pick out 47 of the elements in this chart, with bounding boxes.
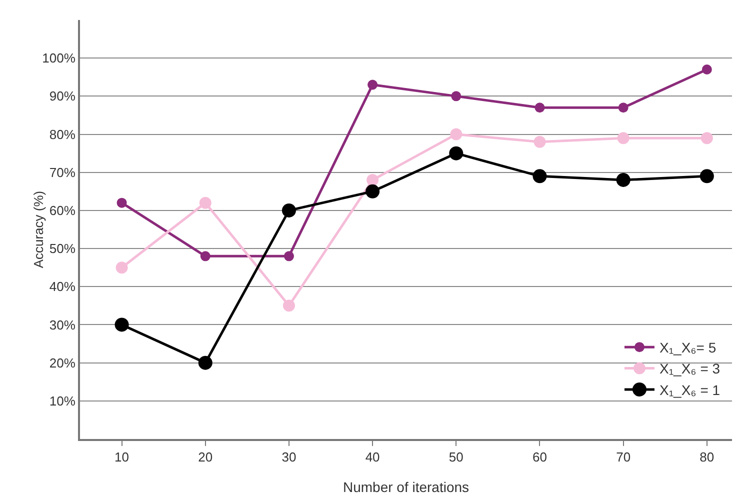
point: [532, 169, 547, 184]
y-tick-label: 40%: [49, 279, 76, 294]
legend-label: X₁_X₆= 5: [659, 340, 716, 356]
x-tick-label: 30: [282, 450, 296, 465]
point: [116, 262, 128, 274]
point: [616, 172, 630, 187]
x-tick-label: 80: [700, 450, 714, 465]
y-tick-label: 20%: [49, 355, 76, 370]
y-tick-label: 90%: [49, 88, 76, 104]
y-axis-title: Accuracy (%): [31, 190, 46, 268]
point: [618, 102, 628, 113]
y-tick-label: 100%: [42, 50, 76, 66]
point: [282, 203, 296, 218]
point: [534, 136, 546, 148]
x-axis-title: Number of iterations: [342, 479, 470, 495]
point: [451, 91, 462, 102]
point: [449, 146, 464, 160]
legend-label: X₁_X₆ = 1: [659, 382, 720, 398]
point: [116, 198, 127, 208]
point: [366, 184, 380, 198]
point: [198, 356, 212, 370]
x-tick-label: 50: [448, 450, 464, 465]
legend-label: X₁_X₆ = 3: [659, 360, 720, 377]
y-tick-label: 70%: [49, 164, 76, 180]
point: [534, 102, 545, 113]
y-tick-label: 80%: [49, 126, 76, 142]
x-tick-label: 60: [532, 450, 547, 465]
point: [368, 80, 378, 90]
point: [700, 169, 714, 184]
point: [284, 251, 294, 262]
point: [200, 251, 210, 262]
point: [199, 196, 212, 209]
point: [702, 64, 712, 75]
point: [366, 174, 379, 186]
x-tick-label: 20: [198, 450, 213, 465]
point: [700, 132, 713, 144]
point: [282, 300, 295, 312]
y-tick-label: 50%: [49, 241, 76, 256]
x-tick-label: 40: [365, 450, 380, 465]
x-tick-label: 10: [114, 450, 130, 465]
y-tick-label: 60%: [49, 203, 76, 218]
x-tick-label: 70: [616, 450, 631, 465]
point: [114, 318, 129, 332]
point: [450, 128, 462, 140]
point: [617, 132, 630, 144]
y-tick-label: 10%: [49, 393, 76, 408]
y-tick-label: 30%: [49, 317, 76, 332]
